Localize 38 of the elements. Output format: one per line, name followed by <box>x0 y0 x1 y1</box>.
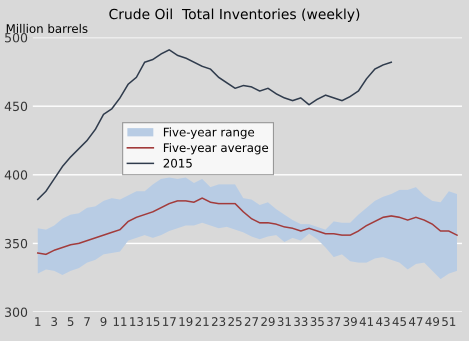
x-tick-label: 33 <box>294 317 308 326</box>
x-tick-label: 27 <box>244 317 258 326</box>
x-tick-label: 3 <box>51 317 58 326</box>
x-tick-label: 35 <box>310 317 324 326</box>
x-tick-label: 13 <box>130 317 143 326</box>
legend-label: 2015 <box>164 158 192 168</box>
legend-label: Five-year range <box>164 127 254 139</box>
x-tick-label: 51 <box>442 317 456 326</box>
x-tick-label: 43 <box>376 317 390 326</box>
line-series <box>37 49 392 200</box>
y-tick-label: 400 <box>4 170 28 180</box>
x-tick-label: 5 <box>68 317 74 326</box>
y-axis-title: Million barrels <box>6 24 88 34</box>
x-tick-label: 15 <box>146 317 160 326</box>
x-tick-label: 19 <box>180 317 192 326</box>
x-tick-label: 47 <box>408 317 422 326</box>
y-tick-label: 350 <box>5 238 28 248</box>
chart-title: Crude Oil Total Inventories (weekly) <box>109 8 360 22</box>
x-tick-label: 11 <box>114 317 126 326</box>
x-tick-label: 29 <box>261 317 275 326</box>
y-tick-label: 450 <box>4 102 28 112</box>
x-tick-label: 45 <box>392 317 406 326</box>
x-tick-label: 31 <box>278 317 291 326</box>
y-tick-label: 500 <box>5 32 28 42</box>
x-tick-label: 23 <box>212 317 226 326</box>
legend-label: Five-year average <box>164 142 268 154</box>
x-tick-label: 41 <box>360 317 374 326</box>
x-tick-label: 9 <box>100 317 106 326</box>
x-tick-label: 25 <box>228 317 242 326</box>
x-tick-label: 1 <box>35 317 40 326</box>
x-tick-label: 7 <box>84 317 90 326</box>
x-tick-label: 37 <box>327 317 340 326</box>
x-tick-label: 17 <box>163 317 176 326</box>
x-tick-label: 49 <box>425 317 440 326</box>
x-tick-label: 21 <box>196 317 209 326</box>
y-tick-label: 300 <box>5 307 28 317</box>
x-tick-label: 39 <box>344 317 357 326</box>
line-series <box>37 197 458 256</box>
